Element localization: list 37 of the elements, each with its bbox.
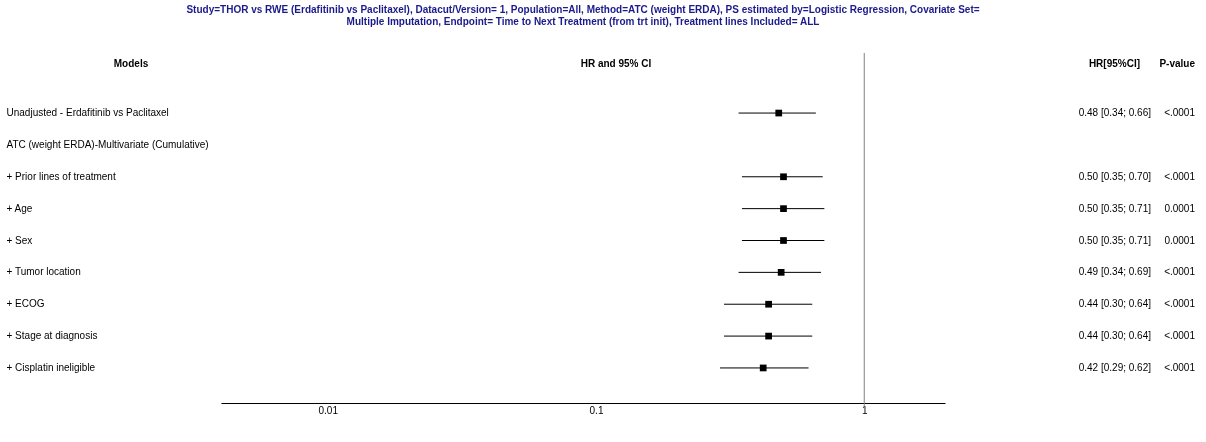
data-label: 0.50 [0.35; 0.70] xyxy=(1078,170,1152,182)
y-tick-label: ATC (weight ERDA)-Multivariate (Cumulative) xyxy=(6,138,209,150)
point xyxy=(780,237,787,244)
chart-title: Study=THOR vs RWE (Erdafitinib vs Paclitaxel), Datacut/Version= 1, Population=All, Method=ATC (weight ERDA), PS estimated by=Logistic Regression, Covariate Set= Multiple Imputation, Endpoint= Time to Next Treatment (from trt init), Treatment lines Included= ALL xyxy=(186,3,980,27)
y-tick-label: + Stage at diagnosis xyxy=(6,330,98,342)
data-label: 0.48 [0.34; 0.66] xyxy=(1078,107,1152,119)
data-label: 0.50 [0.35; 0.71] xyxy=(1078,202,1152,214)
x-tick-label: 0.1 xyxy=(589,404,604,416)
text: <.0001 xyxy=(1164,298,1196,310)
y-axis-title: Models xyxy=(113,58,149,69)
x-tick-label: 1 xyxy=(861,404,868,416)
data-label: 0.44 [0.30; 0.64] xyxy=(1078,330,1152,342)
point xyxy=(765,300,772,308)
text: <.0001 xyxy=(1164,107,1196,119)
y-tick-label: + Sex xyxy=(6,234,33,246)
text: <.0001 xyxy=(1164,170,1196,182)
data-label: 0.50 [0.35; 0.71] xyxy=(1078,234,1152,246)
data-label: 0.49 [0.34; 0.69] xyxy=(1078,266,1152,278)
x-tick-label: 0.01 xyxy=(318,404,339,416)
text: 0.0001 xyxy=(1164,202,1196,214)
data-label: 0.42 [0.29; 0.62] xyxy=(1078,361,1152,373)
point xyxy=(780,205,787,212)
x-axis-title: HR and 95% CI xyxy=(580,58,652,69)
y-tick-label: + Tumor location xyxy=(6,266,81,278)
point xyxy=(780,173,787,181)
y-tick-label: + Prior lines of treatment xyxy=(6,170,116,182)
y-tick-label: + Age xyxy=(6,202,33,214)
text: 0.0001 xyxy=(1164,234,1196,246)
data-label: 0.44 [0.30; 0.64] xyxy=(1078,298,1152,310)
y-tick-label: Unadjusted - Erdafitinib vs Paclitaxel xyxy=(6,107,169,119)
text: P-value xyxy=(1159,58,1196,69)
y-tick-label: + ECOG xyxy=(6,298,45,310)
y-tick-label: + Cisplatin ineligible xyxy=(6,361,96,373)
text: <.0001 xyxy=(1164,266,1196,278)
text: HR[95%CI] xyxy=(1088,58,1140,69)
text: <.0001 xyxy=(1164,361,1196,373)
text: <.0001 xyxy=(1164,330,1196,342)
